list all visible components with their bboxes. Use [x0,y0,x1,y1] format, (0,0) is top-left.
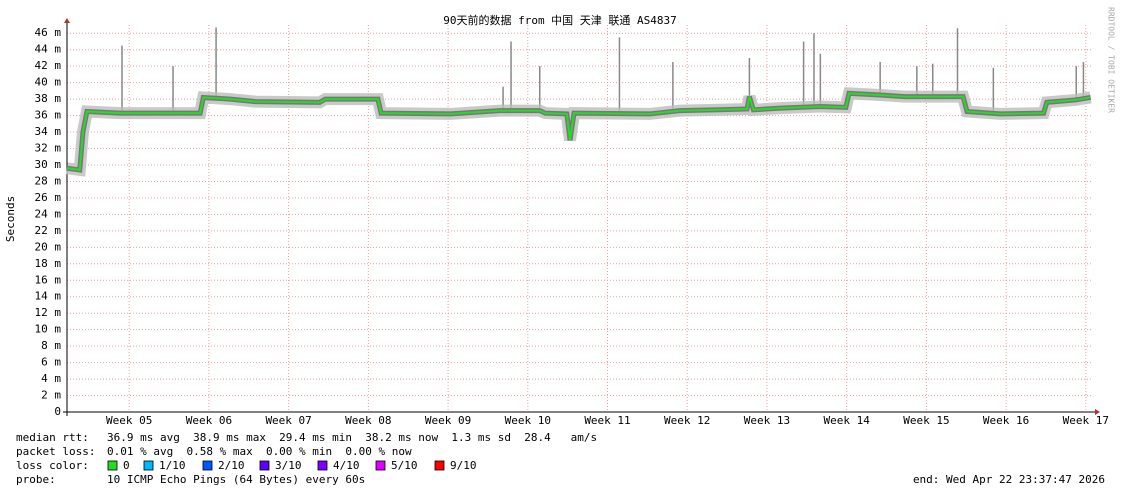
y-tick-label: 10 m [35,323,62,336]
y-tick-label: 38 m [35,92,62,105]
x-tick-label: Week 13 [744,414,790,427]
loss-swatch [202,460,213,471]
loss-swatch [107,460,118,471]
x-tick-label: Week 11 [584,414,630,427]
y-tick-label: 16 m [35,273,62,286]
x-tick-label: Week 05 [106,414,152,427]
legend-label: median rtt: [16,431,89,444]
chart-title: 90天前的数据 from 中国 天津 联通 AS4837 [443,13,677,27]
y-tick-label: 34 m [35,125,62,138]
legend-text: 0.01 % avg 0.58 % max 0.00 % min 0.00 % … [107,445,412,458]
loss-label: 2/10 [218,459,245,472]
y-tick-label: 30 m [35,158,62,171]
y-tick-label: 44 m [35,43,62,56]
x-tick-label: Week 12 [664,414,710,427]
legend-label: packet loss: [16,445,95,458]
y-tick-label: 46 m [35,26,62,39]
loss-swatch [375,460,386,471]
loss-swatch [259,460,270,471]
x-tick-label: Week 09 [425,414,471,427]
loss-label: loss color: [16,459,89,472]
y-tick-label: 28 m [35,174,62,187]
x-tick-label: Week 16 [983,414,1029,427]
loss-label: 0 [123,459,130,472]
y-tick-label: 12 m [35,306,62,319]
y-tick-label: 20 m [35,240,62,253]
watermark: RRDTOOL / TOBI OETIKER [1107,7,1116,113]
y-tick-label: 40 m [35,76,62,89]
y-axis-label: Seconds [4,196,17,242]
probe-label: probe: [16,473,56,486]
y-tick-label: 6 m [41,356,61,369]
x-tick-label: Week 17 [1063,414,1109,427]
loss-label: 4/10 [333,459,360,472]
y-tick-label: 0 [54,405,61,418]
y-tick-label: 24 m [35,207,62,220]
median-line [66,92,1091,172]
y-tick-label: 26 m [35,191,62,204]
loss-swatch [317,460,328,471]
loss-label: 9/10 [450,459,477,472]
x-tick-label: Week 15 [903,414,949,427]
x-tick-label: Week 07 [265,414,311,427]
y-tick-label: 2 m [41,389,61,402]
y-arrow [64,18,70,23]
probe-text: 10 ICMP Echo Pings (64 Bytes) every 60s [107,473,365,486]
y-tick-label: 8 m [41,339,61,352]
y-tick-label: 22 m [35,224,62,237]
legend-text: 36.9 ms avg 38.9 ms max 29.4 ms min 38.2… [107,431,597,444]
loss-swatch [143,460,154,471]
x-tick-label: Week 06 [186,414,232,427]
x-tick-label: Week 14 [823,414,870,427]
y-tick-label: 36 m [35,109,62,122]
loss-label: 5/10 [391,459,418,472]
y-tick-label: 4 m [41,372,61,385]
y-tick-label: 14 m [35,290,62,303]
loss-label: 3/10 [275,459,302,472]
y-tick-label: 32 m [35,142,62,155]
loss-swatch [434,460,445,471]
x-arrow [1095,409,1100,415]
y-tick-label: 42 m [35,59,62,72]
loss-label: 1/10 [159,459,186,472]
end-time: end: Wed Apr 22 23:37:47 2026 [913,473,1105,486]
x-tick-label: Week 10 [505,414,551,427]
x-tick-label: Week 08 [345,414,391,427]
y-tick-label: 18 m [35,257,62,270]
